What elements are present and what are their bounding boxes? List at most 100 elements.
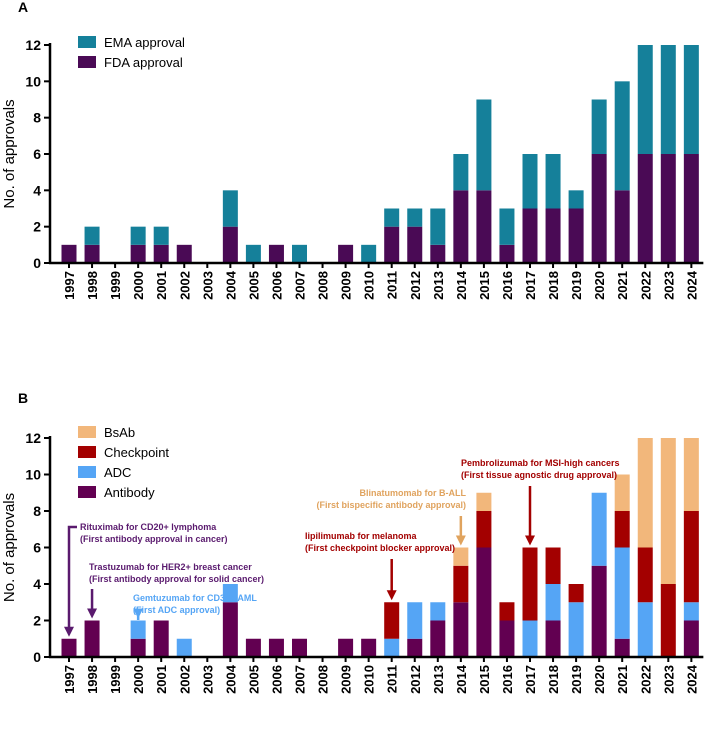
bar-antibody-2020: [591, 565, 607, 657]
x-tick-label: 2012: [408, 665, 423, 694]
legend-swatch-bsab: [78, 426, 96, 438]
bar-ema-approval-2013: [430, 208, 446, 245]
annotation-title: Blinatumomab for B-ALL: [360, 488, 467, 498]
annotation-arrowhead-icon: [525, 535, 535, 546]
bar-checkpoint-2017: [522, 547, 538, 621]
annotation-arrowhead-icon: [386, 590, 397, 601]
y-tick-label: 10: [25, 73, 41, 89]
bar-fda-approval-2015: [476, 190, 492, 263]
bar-bsab-2014: [453, 547, 469, 566]
annotation-subtitle: (First ADC approval): [133, 605, 220, 615]
bar-adc-2022: [637, 602, 653, 657]
x-tick-label: 2023: [661, 271, 676, 300]
bar-antibody-1998: [84, 620, 100, 657]
bar-checkpoint-2011: [384, 602, 400, 639]
bar-antibody-2004: [222, 602, 238, 657]
annotation-title: Gemtuzumab for CD33+ AML: [133, 593, 257, 603]
x-tick-label: 2017: [523, 665, 538, 694]
legend-label: BsAb: [104, 425, 135, 440]
bar-ema-approval-2005: [245, 244, 261, 263]
x-tick-label: 2000: [131, 271, 146, 300]
legend-swatch-ema-approval: [78, 36, 96, 48]
bar-ema-approval-2010: [361, 244, 377, 263]
x-tick-label: 2003: [200, 665, 215, 694]
bar-checkpoint-2014: [453, 565, 469, 603]
bar-fda-approval-2021: [614, 190, 630, 263]
panel-label: B: [18, 390, 28, 406]
bar-antibody-2024: [683, 620, 699, 657]
x-tick-label: 2005: [246, 271, 261, 300]
bar-checkpoint-2022: [637, 547, 653, 603]
bar-fda-approval-1998: [84, 244, 100, 263]
y-tick-label: 0: [33, 649, 41, 665]
y-tick-label: 8: [33, 110, 41, 126]
x-tick-label: 2014: [454, 270, 469, 300]
x-tick-label: 2014: [454, 664, 469, 694]
bar-fda-approval-2016: [499, 244, 515, 263]
annotation-arrow-line: [67, 525, 77, 629]
legend-label: FDA approval: [104, 55, 183, 70]
x-tick-label: 2008: [316, 665, 331, 694]
bar-checkpoint-2019: [568, 584, 584, 603]
x-tick-label: 2006: [269, 271, 284, 300]
bar-fda-approval-2024: [683, 154, 699, 263]
x-tick-label: 2010: [362, 665, 377, 694]
annotation-arrowhead-icon: [87, 608, 98, 619]
annotation-subtitle: (First tissue agnostic drug approval): [461, 470, 617, 480]
bar-antibody-2001: [153, 620, 169, 657]
bar-ema-approval-2018: [545, 154, 561, 209]
bar-adc-2002: [176, 638, 192, 657]
y-tick-label: 6: [33, 540, 41, 556]
x-tick-label: 2022: [638, 271, 653, 300]
bar-antibody-2007: [292, 638, 307, 657]
bar-fda-approval-2019: [568, 208, 584, 263]
bar-antibody-2013: [430, 620, 446, 657]
x-tick-label: 2002: [177, 271, 192, 300]
x-tick-label: 2010: [362, 271, 377, 300]
legend-label: Checkpoint: [104, 445, 169, 460]
bar-adc-2018: [545, 584, 561, 621]
x-tick-label: 1998: [85, 271, 100, 300]
bar-adc-2021: [614, 547, 630, 639]
x-tick-label: 1999: [108, 271, 123, 300]
x-tick-label: 2004: [223, 664, 238, 694]
x-tick-label: 2009: [339, 271, 354, 300]
x-tick-label: 2023: [661, 665, 676, 694]
bar-bsab-2023: [660, 438, 676, 584]
bar-fda-approval-2012: [407, 226, 423, 263]
x-tick-label: 1997: [62, 271, 77, 300]
bar-fda-approval-2020: [591, 154, 607, 263]
x-tick-label: 2021: [615, 665, 630, 694]
bar-bsab-2024: [683, 438, 699, 511]
x-tick-label: 2003: [200, 271, 215, 300]
bar-ema-approval-2014: [453, 154, 469, 191]
annotation-title: Iipilimumab for melanoma: [305, 531, 418, 541]
x-tick-label: 2020: [592, 665, 607, 694]
bar-antibody-2010: [361, 638, 377, 657]
bar-fda-approval-2022: [637, 154, 653, 263]
annotation-arrowhead-icon: [455, 535, 466, 546]
bar-ema-approval-2023: [660, 45, 676, 154]
bar-bsab-2022: [637, 438, 653, 548]
bar-ema-approval-2016: [499, 208, 515, 245]
x-tick-label: 2012: [408, 271, 423, 300]
bar-bsab-2021: [614, 474, 630, 511]
bar-checkpoint-2018: [545, 547, 561, 584]
annotation-subtitle: (First antibody approval for solid cance…: [89, 574, 264, 584]
bar-antibody-2014: [453, 602, 469, 657]
bar-ema-approval-2020: [591, 99, 607, 154]
y-tick-label: 8: [33, 503, 41, 519]
x-tick-label: 2015: [477, 665, 492, 694]
bar-antibody-2000: [130, 638, 146, 657]
bar-checkpoint-2021: [614, 511, 630, 548]
x-tick-label: 2007: [293, 271, 308, 300]
x-tick-label: 2001: [154, 665, 169, 694]
bar-fda-approval-2006: [268, 244, 284, 263]
x-tick-label: 1998: [85, 665, 100, 694]
x-tick-label: 2024: [684, 664, 699, 694]
bar-adc-2004: [222, 584, 238, 603]
bar-antibody-2021: [614, 638, 630, 657]
x-tick-label: 2008: [316, 271, 331, 300]
x-tick-label: 2009: [339, 665, 354, 694]
